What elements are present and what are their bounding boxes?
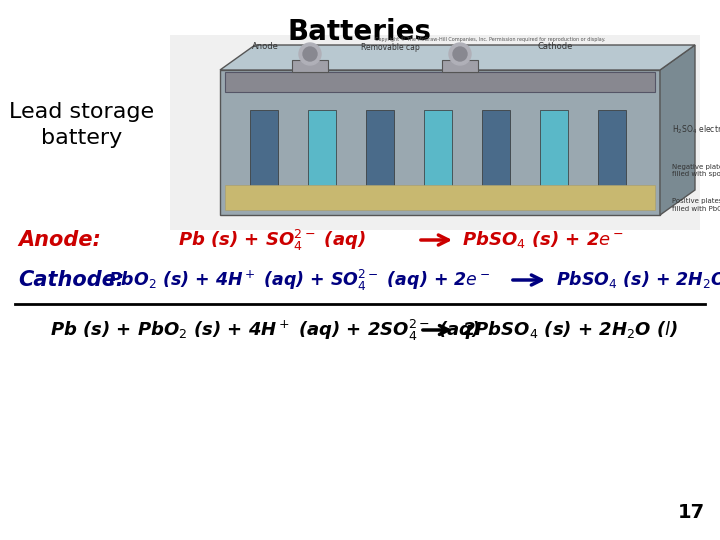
Text: PbSO$_4$ (s) + 2H$_2$O ($l$): PbSO$_4$ (s) + 2H$_2$O ($l$) xyxy=(556,269,720,291)
Bar xyxy=(482,110,510,200)
Text: Positive plates (lead grills
filled with PbO₂): Positive plates (lead grills filled with… xyxy=(672,198,720,212)
Text: Copyright © The McGraw-Hill Companies, Inc. Permission required for reproduction: Copyright © The McGraw-Hill Companies, I… xyxy=(375,36,606,42)
Text: Pb (s) + SO$_4^{2-}$ (aq): Pb (s) + SO$_4^{2-}$ (aq) xyxy=(178,227,366,253)
Bar xyxy=(308,110,336,200)
Bar xyxy=(225,72,655,92)
Bar xyxy=(598,110,626,200)
Circle shape xyxy=(303,47,317,61)
Bar xyxy=(292,60,328,72)
Circle shape xyxy=(299,43,321,65)
Bar xyxy=(442,60,478,72)
Text: Pb (s) + PbO$_2$ (s) + 4H$^+$ (aq) + 2SO$_4^{2-}$ (aq): Pb (s) + PbO$_2$ (s) + 4H$^+$ (aq) + 2SO… xyxy=(50,318,480,342)
Polygon shape xyxy=(220,45,695,70)
Circle shape xyxy=(449,43,471,65)
Circle shape xyxy=(453,47,467,61)
Text: 2PbSO$_4$ (s) + 2H$_2$O ($l$): 2PbSO$_4$ (s) + 2H$_2$O ($l$) xyxy=(462,320,678,341)
Text: 17: 17 xyxy=(678,503,705,522)
Polygon shape xyxy=(660,45,695,215)
Bar xyxy=(540,110,568,200)
Bar xyxy=(250,110,278,200)
Bar xyxy=(366,110,394,200)
Text: H$_2$SO$_4$ electrolyte: H$_2$SO$_4$ electrolyte xyxy=(672,124,720,137)
Text: Anode:: Anode: xyxy=(18,230,101,250)
Bar xyxy=(424,110,452,200)
Bar xyxy=(225,185,655,210)
Text: PbO$_2$ (s) + 4H$^+$ (aq) + SO$_4^{2-}$ (aq) + 2$e^-$: PbO$_2$ (s) + 4H$^+$ (aq) + SO$_4^{2-}$ … xyxy=(108,267,490,293)
Text: Negative plates (lead grills
filled with spongy lead): Negative plates (lead grills filled with… xyxy=(672,163,720,177)
Bar xyxy=(220,70,660,215)
Text: PbSO$_4$ (s) + 2$e^-$: PbSO$_4$ (s) + 2$e^-$ xyxy=(462,230,624,251)
Text: Cathode: Cathode xyxy=(537,42,572,51)
Bar xyxy=(170,35,700,230)
Text: Batteries: Batteries xyxy=(288,18,432,46)
Text: Cathode:: Cathode: xyxy=(18,270,125,290)
Text: Lead storage
battery: Lead storage battery xyxy=(9,102,155,148)
Text: Removable cap: Removable cap xyxy=(361,43,419,52)
Text: Anode: Anode xyxy=(251,42,279,51)
